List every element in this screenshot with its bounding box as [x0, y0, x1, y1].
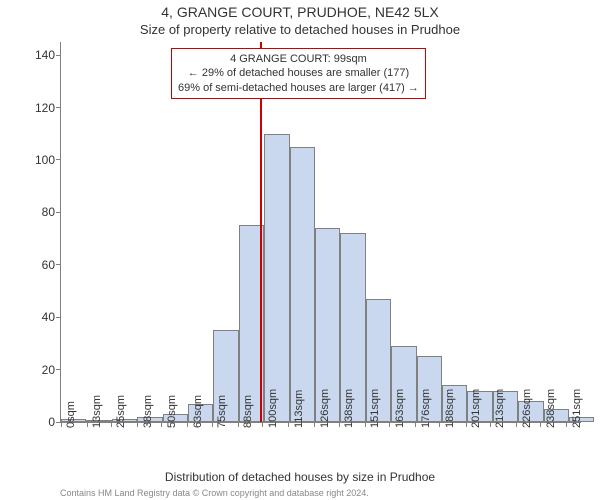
ytick-mark — [56, 107, 61, 108]
chart-title: 4, GRANGE COURT, PRUDHOE, NE42 5LX — [0, 4, 600, 20]
xtick-label: 238sqm — [545, 389, 557, 428]
ytick-label: 140 — [35, 48, 55, 62]
xtick-mark — [566, 422, 567, 427]
xtick-mark — [187, 422, 188, 427]
legend-line: 4 GRANGE COURT: 99sqm — [178, 52, 419, 66]
xtick-label: 138sqm — [343, 389, 355, 428]
attribution-line1: Contains HM Land Registry data © Crown c… — [60, 488, 404, 499]
ytick-mark — [56, 317, 61, 318]
xtick-label: 25sqm — [115, 395, 127, 428]
xtick-label: 151sqm — [369, 389, 381, 428]
legend-box: 4 GRANGE COURT: 99sqm← 29% of detached h… — [171, 48, 426, 99]
xtick-label: 13sqm — [91, 395, 103, 428]
xtick-label: 100sqm — [267, 389, 279, 428]
xtick-label: 50sqm — [166, 395, 178, 428]
xtick-label: 38sqm — [142, 395, 154, 428]
xtick-mark — [415, 422, 416, 427]
xtick-label: 176sqm — [420, 389, 432, 428]
xtick-mark — [540, 422, 541, 427]
ytick-mark — [56, 159, 61, 160]
xtick-mark — [238, 422, 239, 427]
xtick-label: 163sqm — [394, 389, 406, 428]
ytick-mark — [56, 369, 61, 370]
xtick-mark — [87, 422, 88, 427]
xtick-mark — [365, 422, 366, 427]
xtick-mark — [61, 422, 62, 427]
ytick-mark — [56, 264, 61, 265]
xtick-label: 213sqm — [494, 389, 506, 428]
xtick-label: 126sqm — [319, 389, 331, 428]
legend-line: ← 29% of detached houses are smaller (17… — [178, 66, 419, 80]
histogram-bar — [290, 147, 315, 422]
xtick-label: 251sqm — [571, 389, 583, 428]
xtick-label: 63sqm — [192, 395, 204, 428]
xtick-mark — [516, 422, 517, 427]
histogram-bar — [264, 134, 289, 422]
ytick-label: 40 — [42, 310, 55, 324]
xtick-mark — [439, 422, 440, 427]
marker-line — [260, 42, 262, 422]
attribution-text: Contains HM Land Registry data © Crown c… — [60, 488, 404, 500]
ytick-label: 20 — [42, 363, 55, 377]
x-axis-label: Distribution of detached houses by size … — [0, 470, 600, 484]
ytick-mark — [56, 212, 61, 213]
xtick-label: 0sqm — [65, 401, 77, 428]
legend-line: 69% of semi-detached houses are larger (… — [178, 81, 419, 95]
xtick-mark — [111, 422, 112, 427]
xtick-mark — [466, 422, 467, 427]
chart-container: 4, GRANGE COURT, PRUDHOE, NE42 5LX Size … — [0, 0, 600, 500]
xtick-mark — [389, 422, 390, 427]
ytick-label: 80 — [42, 205, 55, 219]
ytick-label: 120 — [35, 101, 55, 115]
xtick-mark — [288, 422, 289, 427]
ytick-mark — [56, 55, 61, 56]
xtick-mark — [314, 422, 315, 427]
xtick-label: 75sqm — [216, 395, 228, 428]
xtick-mark — [212, 422, 213, 427]
xtick-label: 88sqm — [242, 395, 254, 428]
plot-area: 0204060801001201400sqm13sqm25sqm38sqm50s… — [60, 42, 581, 423]
ytick-label: 60 — [42, 258, 55, 272]
xtick-label: 226sqm — [521, 389, 533, 428]
xtick-mark — [490, 422, 491, 427]
xtick-label: 113sqm — [293, 390, 305, 428]
xtick-label: 188sqm — [444, 389, 456, 428]
ytick-label: 100 — [35, 153, 55, 167]
xtick-mark — [339, 422, 340, 427]
xtick-label: 201sqm — [470, 389, 482, 428]
chart-subtitle: Size of property relative to detached ho… — [0, 22, 600, 37]
xtick-mark — [262, 422, 263, 427]
ytick-label: 0 — [48, 415, 55, 429]
xtick-mark — [161, 422, 162, 427]
xtick-mark — [137, 422, 138, 427]
